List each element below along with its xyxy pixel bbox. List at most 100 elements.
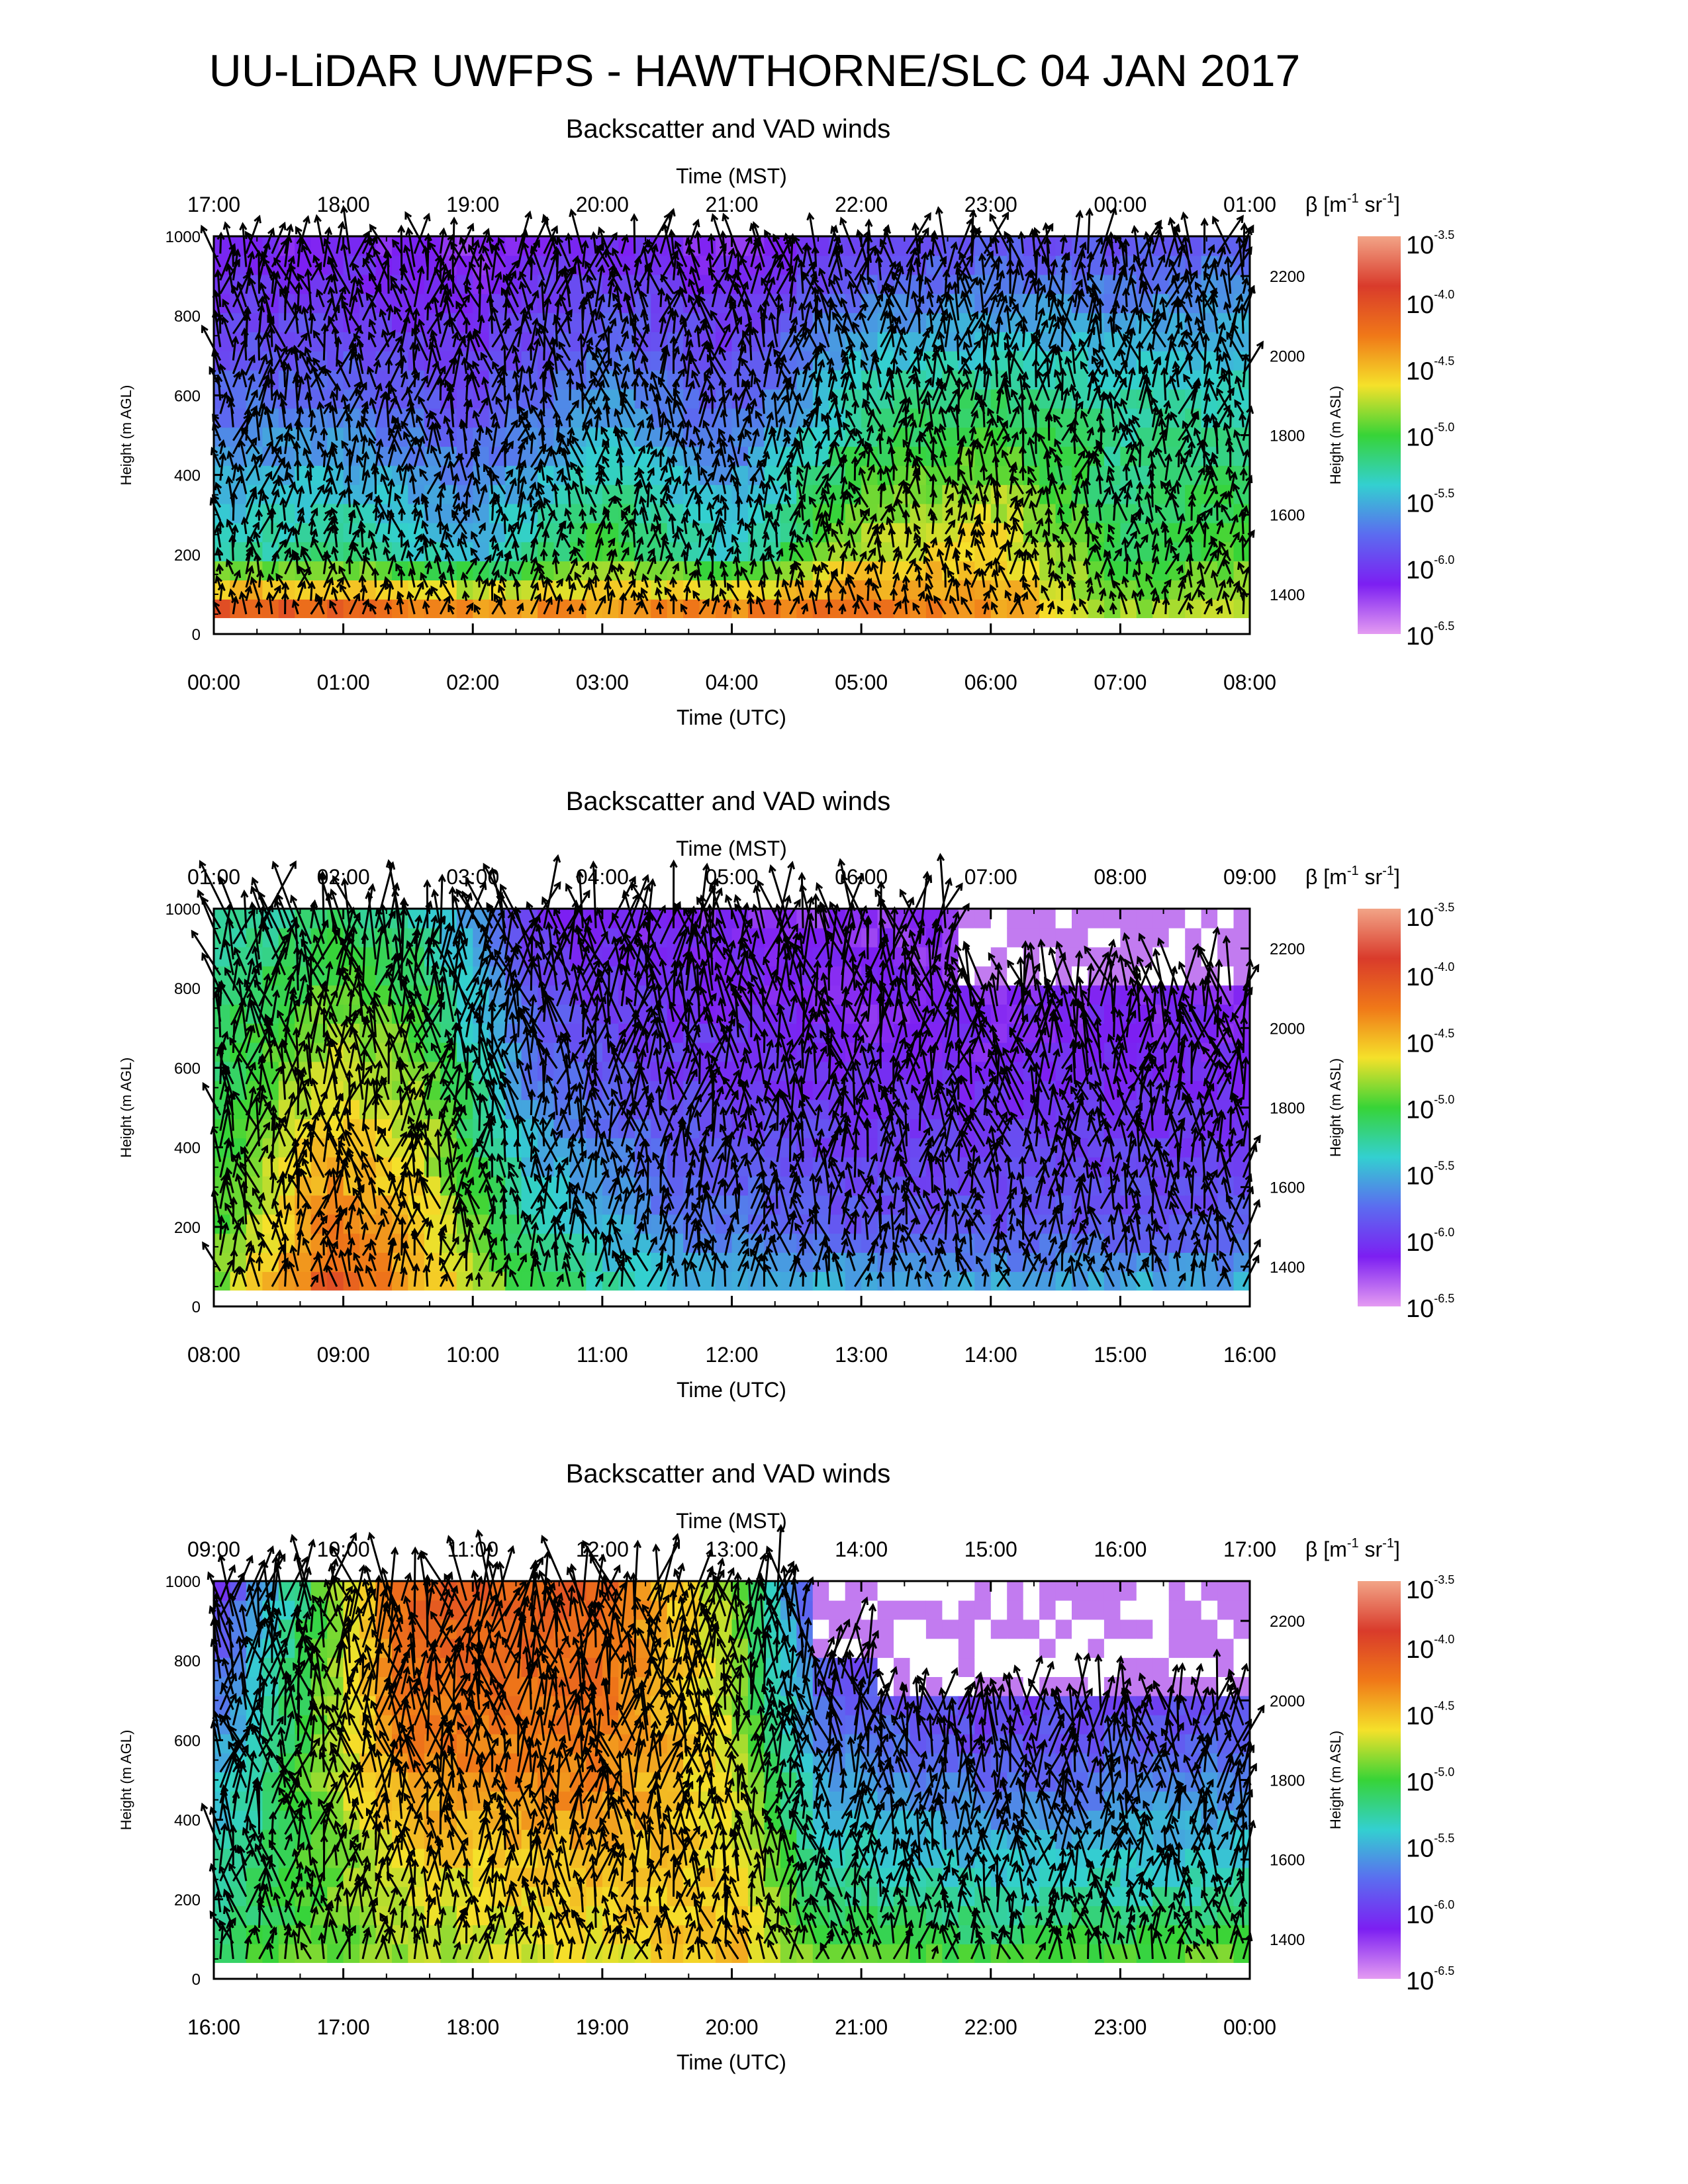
wind-vector <box>719 560 727 574</box>
wind-vector <box>330 441 338 455</box>
wind-vector <box>708 267 726 295</box>
heatmap-cell <box>214 332 231 351</box>
heatmap-cell <box>618 599 635 619</box>
heatmap-cell <box>667 1157 684 1177</box>
wind-vector <box>504 419 518 441</box>
wind-vector <box>854 449 866 468</box>
wind-vector <box>734 268 753 308</box>
wind-vector <box>646 243 659 281</box>
wind-vector <box>322 226 333 267</box>
wind-vector <box>1240 222 1248 267</box>
wind-vector <box>620 428 636 455</box>
wind-vector <box>965 549 973 561</box>
y-tick-label: 0 <box>192 626 201 644</box>
wind-vector <box>841 539 851 561</box>
wind-vector <box>422 600 430 615</box>
wind-vector <box>1068 342 1077 374</box>
wind-vector <box>808 589 818 615</box>
wind-vector <box>988 327 998 361</box>
heatmap-cell <box>1168 946 1186 967</box>
wind-vector <box>992 557 1000 574</box>
wind-vector <box>872 355 882 375</box>
wind-vector <box>1216 321 1227 347</box>
wind-vector <box>857 594 869 615</box>
wind-vector <box>1035 602 1044 615</box>
wind-vector <box>426 365 446 401</box>
wind-vector <box>1210 535 1219 548</box>
wind-vector <box>859 273 869 295</box>
wind-vector <box>447 604 455 615</box>
heatmap-cell <box>505 599 522 619</box>
wind-vector <box>250 453 260 481</box>
top-tick-label: 18:00 <box>317 193 370 216</box>
wind-vector <box>918 396 929 428</box>
wind-vector <box>830 390 843 428</box>
wind-vector <box>1019 315 1028 334</box>
wind-vector <box>1020 371 1029 388</box>
wind-vector <box>808 496 817 508</box>
wind-vector <box>491 542 500 561</box>
wind-vector <box>1109 602 1117 615</box>
wind-vector <box>419 468 429 482</box>
wind-vector <box>1020 323 1029 347</box>
wind-vector <box>923 541 934 561</box>
wind-vector <box>957 511 968 535</box>
wind-vector <box>535 327 545 347</box>
heatmap-cell <box>408 274 425 295</box>
wind-vector <box>938 423 947 441</box>
colorbar-tick-label: 10-4.5 <box>1406 354 1454 385</box>
wind-vector <box>308 518 316 535</box>
wind-vector <box>245 389 258 414</box>
wind-vector <box>1094 570 1102 588</box>
wind-vector <box>1092 450 1102 468</box>
top-tick-label: 00:00 <box>1094 193 1147 216</box>
wind-vector <box>812 276 830 308</box>
wind-vector <box>915 455 933 482</box>
wind-vector <box>792 334 804 361</box>
heatmap-cell <box>1233 1175 1250 1196</box>
wind-vector <box>477 253 485 294</box>
wind-vector <box>1129 453 1141 481</box>
wind-vector <box>570 461 584 482</box>
wind-vector <box>433 422 442 441</box>
wind-vector <box>255 600 263 615</box>
wind-vector <box>827 544 835 561</box>
wind-vector <box>1178 525 1193 548</box>
wind-vector <box>1095 498 1103 521</box>
wind-vector <box>592 351 610 388</box>
heatmap-cell <box>278 408 296 428</box>
wind-vector <box>359 584 368 601</box>
wind-vector <box>1103 549 1115 574</box>
wind-vector <box>585 291 597 334</box>
heatmap-cell <box>1072 312 1089 332</box>
wind-vector <box>341 300 364 335</box>
wind-vector <box>1225 490 1234 508</box>
wind-vector <box>412 307 420 334</box>
wind-vector <box>518 405 532 428</box>
wind-vector <box>412 342 421 361</box>
wind-vector <box>1172 360 1180 388</box>
wind-vector <box>301 545 312 562</box>
wind-vector <box>996 295 1008 321</box>
wind-vector <box>1186 602 1194 615</box>
heatmap-cell <box>1023 599 1040 619</box>
wind-vector <box>478 484 488 508</box>
wind-vector <box>992 235 1000 254</box>
heatmap-cell <box>295 1271 312 1291</box>
wind-vector <box>422 536 431 548</box>
heatmap-cell <box>1233 427 1250 447</box>
wind-vector <box>392 239 402 255</box>
wind-vector <box>820 518 830 548</box>
wind-vector <box>298 565 312 588</box>
wind-vector <box>902 574 911 588</box>
wind-vector <box>935 206 947 254</box>
wind-vector <box>924 390 934 428</box>
wind-vector <box>936 295 947 321</box>
wind-vector <box>983 560 993 575</box>
wind-vector <box>1132 414 1141 428</box>
wind-vector <box>865 440 882 468</box>
wind-vector <box>367 529 377 548</box>
wind-vector <box>440 578 455 602</box>
wind-vector <box>284 304 302 334</box>
